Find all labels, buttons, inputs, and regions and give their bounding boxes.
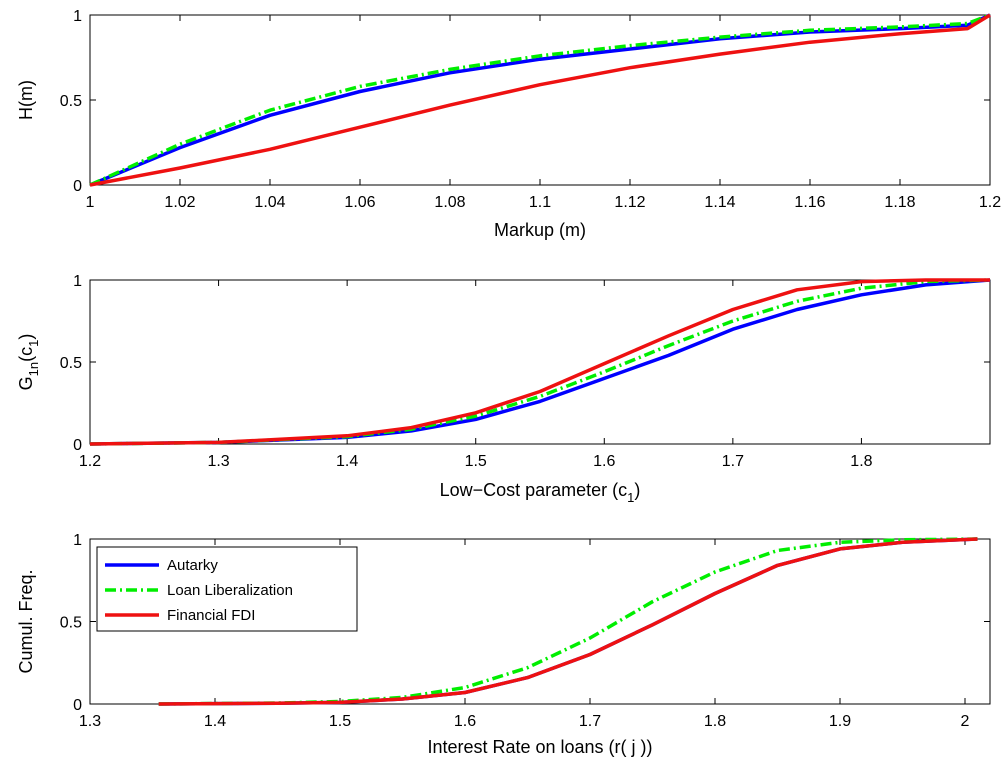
y-tick-label: 0.5	[60, 615, 82, 632]
series-line-loan	[158, 537, 978, 706]
y-tick-label: 0	[73, 697, 82, 714]
chart-panel-1: 1 1.02 1.04 1.06 1.08 1.1 1.12 1.14 1.16 1.18 1.2 0…	[16, 8, 1001, 240]
y-tick-label: 0.5	[60, 355, 82, 372]
x-tick-label: 1.6	[454, 713, 476, 730]
legend-label-fdi: Financial FDI	[167, 607, 255, 624]
x-tick-label: 1.12	[614, 194, 645, 211]
x-axis-label: Low−Cost parameter (c1)	[440, 480, 641, 505]
x-tick-label: 1.3	[79, 713, 101, 730]
x-tick-label: 1.4	[204, 713, 226, 730]
y-axis-label: Cumul. Freq.	[16, 569, 36, 673]
x-tick-label: 1.3	[207, 453, 229, 470]
y-axis-label: H(m)	[16, 80, 36, 120]
x-tick-label: 1.16	[794, 194, 825, 211]
legend: Autarky Loan Liberalization Financial FDI	[96, 546, 358, 632]
series-line-fdi	[89, 278, 990, 446]
x-tick-label: 1.5	[465, 453, 487, 470]
plot-area	[89, 279, 991, 445]
y-tick-label: 1	[73, 8, 82, 25]
x-tick-label: 1.4	[336, 453, 358, 470]
x-tick-label: 1.8	[704, 713, 726, 730]
x-tick-label: 1.2	[979, 194, 1001, 211]
legend-label-loan: Loan Liberalization	[167, 582, 293, 599]
y-tick-label: 1	[73, 532, 82, 549]
x-tick-label: 1	[86, 194, 95, 211]
series-line-fdi	[89, 13, 991, 187]
x-tick-label: 1.02	[164, 194, 195, 211]
legend-label-autarky: Autarky	[167, 557, 218, 574]
x-tick-label: 1.1	[529, 194, 551, 211]
series-line-loan	[89, 13, 991, 187]
y-tick-label: 0.5	[60, 93, 82, 110]
x-tick-label: 1.7	[579, 713, 601, 730]
y-tick-label: 1	[73, 273, 82, 290]
chart-panel-2: 1.2 1.3 1.4 1.5 1.6 1.7 1.8 0 0.5 1 Low−Cost param…	[16, 273, 991, 505]
x-tick-label: 1.08	[434, 194, 465, 211]
x-tick-label: 1.5	[329, 713, 351, 730]
x-tick-label: 1.06	[344, 194, 375, 211]
chart-panel-3: 1.3 1.4 1.5 1.6 1.7 1.8 1.9 2 0 0.5 1 Interest Rate…	[16, 532, 991, 757]
x-tick-label: 1.9	[829, 713, 851, 730]
series-line-fdi	[158, 537, 978, 706]
x-tick-label: 1.8	[850, 453, 872, 470]
x-tick-label: 1.14	[704, 194, 735, 211]
x-axis-label: Interest Rate on loans (r( j ))	[427, 737, 652, 757]
x-axis-label: Markup (m)	[494, 220, 586, 240]
x-tick-label: 2	[961, 713, 970, 730]
x-tick-label: 1.6	[593, 453, 615, 470]
legend-box	[96, 546, 358, 632]
x-tick-label: 1.04	[254, 194, 285, 211]
y-axis-label: G1n(c1)	[16, 334, 41, 391]
x-tick-label: 1.2	[79, 453, 101, 470]
x-tick-label: 1.18	[884, 194, 915, 211]
y-tick-label: 0	[73, 437, 82, 454]
x-tick-label: 1.7	[722, 453, 744, 470]
y-tick-label: 0	[73, 178, 82, 195]
